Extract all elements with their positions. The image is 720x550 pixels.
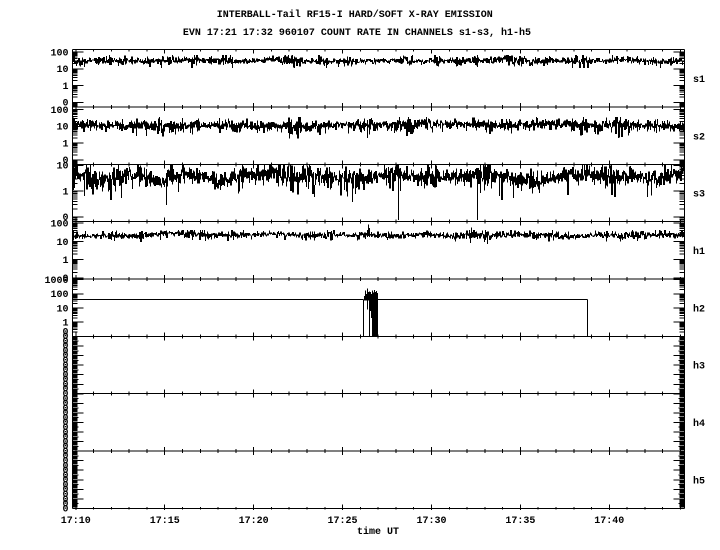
svg-text:0: 0 bbox=[62, 366, 68, 377]
svg-text:0: 0 bbox=[62, 399, 68, 410]
svg-text:0: 0 bbox=[62, 380, 68, 391]
svg-text:1: 1 bbox=[62, 188, 68, 199]
svg-text:17:20: 17:20 bbox=[239, 516, 269, 527]
svg-text:17:30: 17:30 bbox=[416, 516, 446, 527]
svg-text:0: 0 bbox=[62, 409, 68, 420]
svg-text:0: 0 bbox=[62, 375, 68, 386]
svg-text:17:25: 17:25 bbox=[328, 516, 358, 527]
svg-text:0: 0 bbox=[62, 346, 68, 357]
svg-text:0: 0 bbox=[62, 504, 68, 515]
svg-text:0: 0 bbox=[62, 413, 68, 424]
svg-text:0: 0 bbox=[62, 394, 68, 405]
svg-text:0: 0 bbox=[62, 404, 68, 415]
svg-text:h3: h3 bbox=[693, 361, 705, 373]
svg-text:0: 0 bbox=[62, 500, 68, 511]
svg-text:0: 0 bbox=[62, 485, 68, 496]
svg-text:0: 0 bbox=[62, 332, 68, 343]
svg-text:1: 1 bbox=[62, 256, 68, 267]
svg-text:0: 0 bbox=[62, 342, 68, 353]
svg-text:1: 1 bbox=[62, 319, 68, 330]
svg-text:0: 0 bbox=[62, 351, 68, 362]
svg-text:0: 0 bbox=[62, 337, 68, 348]
svg-text:0: 0 bbox=[62, 471, 68, 482]
svg-text:1: 1 bbox=[62, 82, 68, 93]
svg-text:0: 0 bbox=[62, 428, 68, 439]
svg-text:17:35: 17:35 bbox=[505, 516, 535, 527]
svg-text:0: 0 bbox=[62, 490, 68, 501]
svg-text:0: 0 bbox=[62, 274, 68, 285]
svg-text:0: 0 bbox=[62, 356, 68, 367]
svg-text:0: 0 bbox=[62, 447, 68, 458]
svg-text:17:40: 17:40 bbox=[594, 516, 624, 527]
svg-text:0: 0 bbox=[62, 442, 68, 453]
svg-text:17:10: 17:10 bbox=[61, 516, 91, 527]
svg-text:10: 10 bbox=[56, 238, 68, 249]
svg-text:0: 0 bbox=[62, 361, 68, 372]
svg-text:0: 0 bbox=[62, 480, 68, 491]
svg-text:0: 0 bbox=[62, 452, 68, 463]
svg-text:0: 0 bbox=[62, 476, 68, 487]
svg-text:h4: h4 bbox=[693, 418, 705, 430]
svg-text:0: 0 bbox=[62, 390, 68, 401]
svg-text:10: 10 bbox=[56, 162, 68, 173]
svg-text:h2: h2 bbox=[693, 303, 705, 315]
svg-text:s3: s3 bbox=[693, 190, 705, 201]
svg-text:0: 0 bbox=[62, 461, 68, 472]
svg-text:h5: h5 bbox=[693, 476, 705, 488]
svg-text:0: 0 bbox=[62, 156, 68, 167]
svg-text:0: 0 bbox=[62, 433, 68, 444]
svg-text:1000: 1000 bbox=[44, 276, 68, 287]
svg-text:1: 1 bbox=[62, 140, 68, 151]
svg-text:0: 0 bbox=[62, 457, 68, 468]
svg-text:100: 100 bbox=[50, 48, 68, 59]
svg-text:time UT: time UT bbox=[357, 526, 399, 538]
svg-text:17:15: 17:15 bbox=[150, 516, 180, 527]
svg-text:100: 100 bbox=[50, 220, 68, 231]
svg-text:100: 100 bbox=[50, 290, 68, 301]
svg-text:s1: s1 bbox=[693, 75, 705, 86]
svg-text:0: 0 bbox=[62, 466, 68, 477]
svg-text:0: 0 bbox=[62, 495, 68, 506]
svg-text:h1: h1 bbox=[693, 246, 705, 258]
svg-text:0: 0 bbox=[62, 423, 68, 434]
svg-text:0: 0 bbox=[62, 437, 68, 448]
svg-text:0: 0 bbox=[62, 99, 68, 110]
svg-text:s2: s2 bbox=[693, 132, 705, 143]
svg-text:EVN 17:21 17:32 960107 COUNT: EVN 17:21 17:32 960107 COUNT RATE IN CHA… bbox=[183, 27, 531, 39]
svg-text:0: 0 bbox=[62, 213, 68, 224]
svg-text:INTERBALL-Tail RF15-I HARD/SOF: INTERBALL-Tail RF15-I HARD/SOFT X-RAY EM… bbox=[217, 9, 493, 21]
svg-text:10: 10 bbox=[56, 65, 68, 76]
svg-text:0: 0 bbox=[62, 418, 68, 429]
svg-text:10: 10 bbox=[56, 123, 68, 134]
svg-text:0: 0 bbox=[62, 385, 68, 396]
svg-text:0: 0 bbox=[62, 370, 68, 381]
svg-text:10: 10 bbox=[56, 304, 68, 315]
svg-text:100: 100 bbox=[50, 106, 68, 117]
svg-text:0: 0 bbox=[62, 327, 68, 338]
